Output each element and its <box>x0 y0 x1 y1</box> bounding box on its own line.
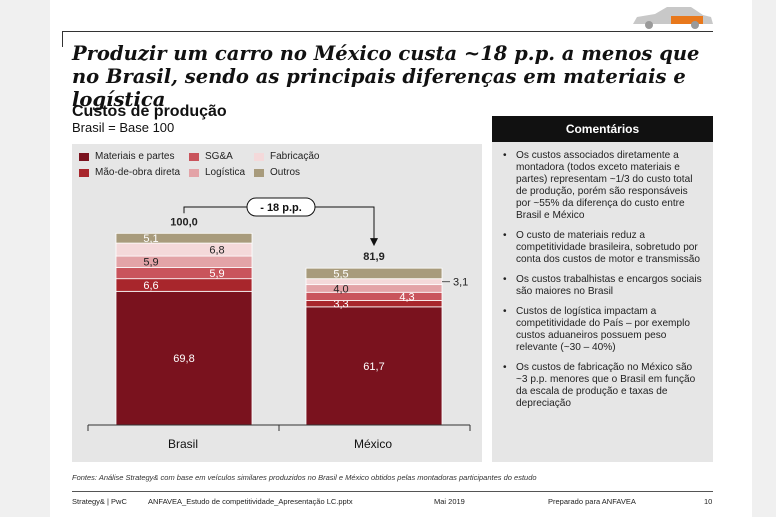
chart-subtitle: Brasil = Base 100 <box>72 120 175 135</box>
bar-segment-outros <box>115 232 253 244</box>
comments-list: Os custos associados diretamente a monta… <box>492 142 713 410</box>
legend-item-materiais: Materiais e partes <box>79 151 174 162</box>
footer-prepared: Preparado para ANFAVEA <box>548 497 636 506</box>
legend-swatch <box>189 152 199 161</box>
legend-item-outros: Outros <box>254 167 300 178</box>
comment-item: Os custos de fabricação no México são ~3… <box>503 362 705 410</box>
source-note: Fontes: Análise Strategy& com base em ve… <box>72 473 537 482</box>
bar-segment-materiais <box>305 306 443 426</box>
footer-rule <box>72 491 713 492</box>
footer-date: Mai 2019 <box>434 497 465 506</box>
bar-segment-sga <box>115 266 253 280</box>
comment-item: O custo de materiais reduz a competitivi… <box>503 230 705 266</box>
legend-label: Materiais e partes <box>95 151 175 162</box>
bar-segment-mao_de_obra <box>115 278 253 292</box>
value-label: 3,3 <box>333 299 348 311</box>
legend-item-logistica: Logística <box>189 167 245 178</box>
difference-badge <box>246 197 316 217</box>
comment-item: Custos de logística impactam a competiti… <box>503 306 705 354</box>
value-label: 5,9 <box>209 268 224 280</box>
value-label: 5,5 <box>333 268 348 280</box>
legend-label: Fabricação <box>270 151 320 162</box>
value-label: 5,9 <box>143 257 158 269</box>
category-label-mexico: México <box>353 437 392 451</box>
legend-swatch <box>79 168 89 177</box>
comment-item: Os custos associados diretamente a monta… <box>503 150 705 222</box>
value-label: 4,0 <box>333 283 348 295</box>
bar-segment-fabricacao <box>115 242 253 257</box>
bar-segment-mao_de_obra <box>305 300 443 308</box>
bar-segment-sga <box>305 291 443 301</box>
bar-segment-fabricacao <box>305 278 443 286</box>
legend-item-mao-de-obra: Mão-de-obra direta <box>79 167 180 178</box>
legend-swatch <box>254 152 264 161</box>
page-title: Produzir um carro no México custa ~18 p.… <box>72 42 700 111</box>
legend-label: Logística <box>205 167 246 178</box>
value-label: 6,6 <box>143 280 158 292</box>
value-label: 3,1 <box>453 277 468 289</box>
category-label-brasil: Brasil <box>167 437 198 451</box>
value-label: 5,1 <box>143 233 158 245</box>
footer-page-number: 10 <box>704 497 713 506</box>
bar-segment-logistica <box>115 255 253 268</box>
car-icon <box>633 7 713 29</box>
difference-label: - 18 p.p. <box>260 202 302 214</box>
legend-label: Outros <box>270 167 301 178</box>
chart-title: Custos de produção <box>72 103 227 120</box>
value-label: 69,8 <box>173 353 194 365</box>
value-label: 4,3 <box>399 291 414 303</box>
bar-segment-logistica <box>305 284 443 293</box>
legend-label: SG&A <box>205 151 233 162</box>
footer-file: ANFAVEA_Estudo de competitividade_Aprese… <box>148 497 353 506</box>
legend-label: Mão-de-obra direta <box>95 167 181 178</box>
comments-panel: Os custos associados diretamente a monta… <box>492 142 713 462</box>
legend-swatch <box>254 168 264 177</box>
legend-swatch <box>79 152 89 161</box>
comment-item: Os custos trabalhistas e encargos sociai… <box>503 274 705 298</box>
title-tick <box>62 31 63 47</box>
footer-brand: Strategy& | PwC <box>72 497 127 506</box>
legend-swatch <box>189 168 199 177</box>
title-rule <box>62 31 713 32</box>
total-label: 81,9 <box>363 251 384 263</box>
legend-item-fabricacao: Fabricação <box>254 151 319 162</box>
total-label: 100,0 <box>170 216 198 228</box>
legend-item-sga: SG&A <box>189 151 233 162</box>
comments-heading: Comentários <box>492 116 713 142</box>
difference-arrowhead <box>370 238 378 247</box>
value-label: 61,7 <box>363 361 384 373</box>
bar-segment-materiais <box>115 290 253 426</box>
value-label: 6,8 <box>209 245 224 257</box>
bar-segment-outros <box>305 267 443 280</box>
